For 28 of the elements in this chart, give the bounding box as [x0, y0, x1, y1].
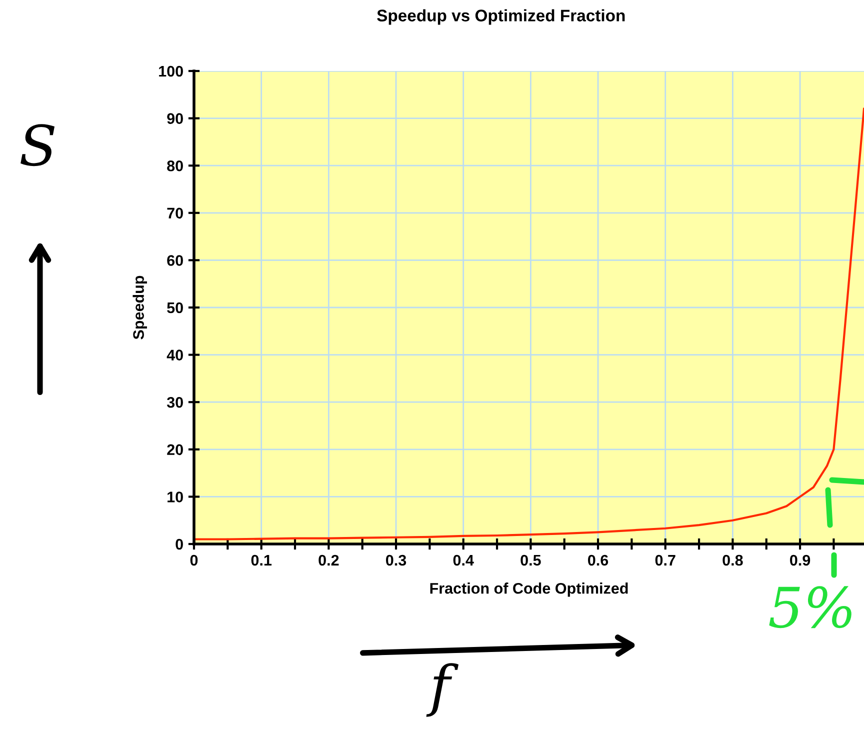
- x-tick-label: 0.4: [453, 554, 474, 566]
- x-tick-label: 0.8: [722, 554, 743, 566]
- chart-title: Speedup vs Optimized Fraction: [377, 9, 625, 25]
- x-tick-label: 0.1: [251, 554, 272, 566]
- text: 5%: [769, 586, 852, 628]
- y-tick-label: 80: [167, 160, 183, 172]
- y-tick-label: 70: [167, 208, 183, 219]
- x-tick-label: 0: [190, 554, 198, 566]
- x-tick-label: 0.2: [318, 554, 339, 566]
- text: f: [426, 663, 459, 717]
- x-tick-label: 0.7: [655, 554, 676, 566]
- x-tick-label: 0.5: [520, 554, 541, 566]
- y-tick-label: 60: [167, 255, 183, 266]
- x-tick-label: 0.3: [386, 554, 406, 566]
- x-axis-title: Fraction of Code Optimized: [430, 582, 628, 597]
- x-tick-label: 0.9: [790, 554, 810, 566]
- x-tick-label: 0.6: [588, 554, 608, 566]
- y-tick-label: 50: [167, 302, 183, 314]
- y-tick-label: 10: [168, 492, 183, 502]
- text: S: [20, 124, 55, 166]
- y-tick-label: 20: [167, 444, 183, 456]
- y-tick-label: 30: [166, 396, 183, 408]
- y-tick-label: 100: [159, 66, 183, 77]
- y-tick-label: 0: [176, 538, 183, 550]
- line-series: [194, 108, 864, 540]
- y-tick-label: 40: [166, 350, 183, 360]
- y-tick-label: 90: [167, 113, 183, 124]
- y-axis-title: Speedup: [132, 276, 147, 340]
